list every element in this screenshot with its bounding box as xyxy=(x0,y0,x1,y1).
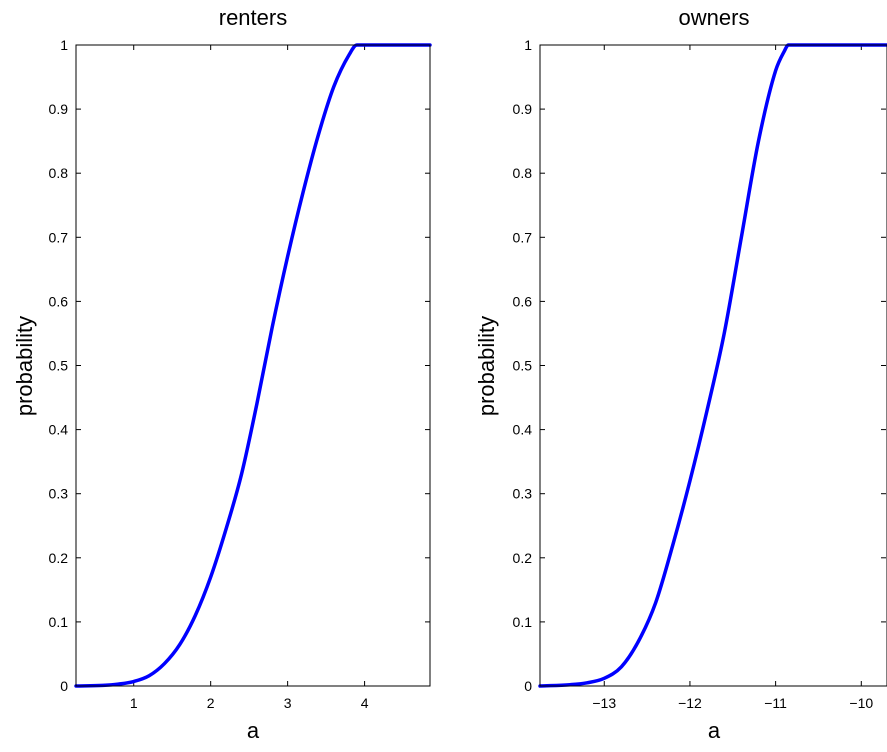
owners-y-tick-label: 0.5 xyxy=(513,358,533,374)
owners-plot-frame xyxy=(539,44,887,687)
owners-y-tick-label: 0.9 xyxy=(513,101,533,117)
owners-x-tick-label: −13 xyxy=(592,695,616,711)
owners-probability-line xyxy=(538,43,887,688)
renters-y-tick-label: 0.5 xyxy=(49,358,69,374)
owners-y-tick-label: 0.6 xyxy=(513,293,533,309)
renters-panel: renters probability a 0 0.1 0.2 0.3 0.4 0.5 0.… xyxy=(12,5,432,743)
owners-x-axis-label: a xyxy=(708,718,721,743)
owners-y-tick-label: 0 xyxy=(524,678,532,694)
owners-y-tick-label: 0.1 xyxy=(513,614,533,630)
renters-probability-line xyxy=(74,43,432,688)
renters-x-tick-label: 1 xyxy=(130,695,138,711)
renters-x-axis-label: a xyxy=(247,718,260,743)
owners-x-tick-label: −12 xyxy=(678,695,702,711)
renters-y-tick-label: 0.8 xyxy=(49,165,69,181)
owners-title: owners xyxy=(679,5,750,30)
owners-y-tick-label: 0.2 xyxy=(513,550,533,566)
renters-y-tick-label: 1 xyxy=(60,37,68,53)
renters-y-tick-label: 0.1 xyxy=(49,614,69,630)
owners-y-tick-label: 1 xyxy=(524,37,532,53)
renters-y-tick-label: 0.6 xyxy=(49,293,69,309)
renters-y-tick-label: 0.3 xyxy=(49,486,69,502)
owners-y-tick-label: 0.7 xyxy=(513,229,533,245)
renters-ticks: 0 0.1 0.2 0.3 0.4 0.5 0.6 0.7 0.8 0.9 1 1 2 3 4 xyxy=(49,37,430,711)
owners-y-tick-label: 0.3 xyxy=(513,486,533,502)
renters-y-tick-label: 0.2 xyxy=(49,550,69,566)
owners-panel: owners probability a 0 0.1 0.2 0.3 0.4 0.5 0.6… xyxy=(474,5,887,743)
owners-ticks: 0 0.1 0.2 0.3 0.4 0.5 0.6 0.7 0.8 0.9 1 −13 −12 −11 −1… xyxy=(513,37,886,711)
owners-y-tick-label: 0.8 xyxy=(513,165,533,181)
renters-y-tick-label: 0.9 xyxy=(49,101,69,117)
renters-plot-frame xyxy=(75,44,431,687)
renters-y-axis-label: probability xyxy=(12,316,37,416)
renters-x-tick-label: 2 xyxy=(207,695,215,711)
renters-y-tick-label: 0.4 xyxy=(49,422,69,438)
owners-x-tick-label: −10 xyxy=(849,695,873,711)
renters-title: renters xyxy=(219,5,287,30)
owners-x-tick-label: −11 xyxy=(764,695,787,711)
owners-y-tick-label: 0.4 xyxy=(513,422,533,438)
renters-x-tick-label: 4 xyxy=(361,695,369,711)
renters-y-tick-label: 0.7 xyxy=(49,229,69,245)
owners-y-axis-label: probability xyxy=(474,316,499,416)
renters-x-tick-label: 3 xyxy=(284,695,292,711)
renters-y-tick-label: 0 xyxy=(60,678,68,694)
